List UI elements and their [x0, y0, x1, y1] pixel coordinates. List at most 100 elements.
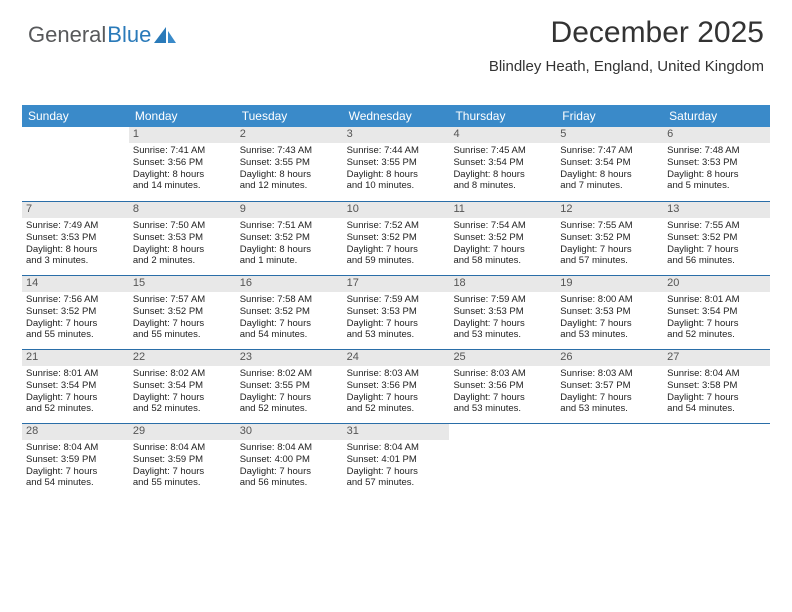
- day-info-line: and 55 minutes.: [133, 329, 232, 341]
- day-info-line: Sunset: 3:52 PM: [453, 232, 552, 244]
- day-number: 17: [343, 276, 450, 292]
- logo-sail-icon: [154, 25, 180, 45]
- day-number: 23: [236, 350, 343, 366]
- day-info-line: and 55 minutes.: [26, 329, 125, 341]
- day-cell: 12Sunrise: 7:55 AMSunset: 3:52 PMDayligh…: [556, 202, 663, 275]
- calendar: Sunday Monday Tuesday Wednesday Thursday…: [22, 105, 770, 497]
- day-number: 10: [343, 202, 450, 218]
- day-info-line: Sunrise: 8:00 AM: [560, 294, 659, 306]
- day-info-line: Daylight: 7 hours: [240, 318, 339, 330]
- day-header-friday: Friday: [556, 105, 663, 127]
- day-info-line: Daylight: 7 hours: [453, 318, 552, 330]
- day-info-line: Sunrise: 8:02 AM: [240, 368, 339, 380]
- day-info-line: and 52 minutes.: [347, 403, 446, 415]
- day-number: 8: [129, 202, 236, 218]
- day-number: 27: [663, 350, 770, 366]
- day-cell: 23Sunrise: 8:02 AMSunset: 3:55 PMDayligh…: [236, 350, 343, 423]
- day-number: 2: [236, 127, 343, 143]
- day-info-line: and 10 minutes.: [347, 180, 446, 192]
- logo: GeneralBlue: [28, 22, 180, 48]
- day-info-line: Sunset: 3:59 PM: [26, 454, 125, 466]
- day-number: 12: [556, 202, 663, 218]
- day-info-line: and 52 minutes.: [667, 329, 766, 341]
- day-info-line: Daylight: 7 hours: [133, 318, 232, 330]
- day-cell: 4Sunrise: 7:45 AMSunset: 3:54 PMDaylight…: [449, 127, 556, 201]
- day-cell: [449, 424, 556, 497]
- day-info-line: Daylight: 7 hours: [240, 466, 339, 478]
- day-info-line: Sunset: 3:53 PM: [453, 306, 552, 318]
- day-info-line: Daylight: 7 hours: [453, 392, 552, 404]
- day-number: 24: [343, 350, 450, 366]
- day-number: 31: [343, 424, 450, 440]
- day-cell: 10Sunrise: 7:52 AMSunset: 3:52 PMDayligh…: [343, 202, 450, 275]
- day-info-line: and 53 minutes.: [347, 329, 446, 341]
- day-info-line: Sunset: 3:52 PM: [240, 306, 339, 318]
- day-cell: 13Sunrise: 7:55 AMSunset: 3:52 PMDayligh…: [663, 202, 770, 275]
- day-info-line: Daylight: 7 hours: [26, 318, 125, 330]
- day-cell: 6Sunrise: 7:48 AMSunset: 3:53 PMDaylight…: [663, 127, 770, 201]
- day-info-line: and 53 minutes.: [453, 329, 552, 341]
- day-info-line: Daylight: 8 hours: [453, 169, 552, 181]
- day-info-line: and 59 minutes.: [347, 255, 446, 267]
- day-info-line: Daylight: 7 hours: [133, 392, 232, 404]
- day-number: 9: [236, 202, 343, 218]
- day-cell: 7Sunrise: 7:49 AMSunset: 3:53 PMDaylight…: [22, 202, 129, 275]
- day-info-line: Sunrise: 7:48 AM: [667, 145, 766, 157]
- day-header-saturday: Saturday: [663, 105, 770, 127]
- day-cell: 2Sunrise: 7:43 AMSunset: 3:55 PMDaylight…: [236, 127, 343, 201]
- day-info-line: Sunrise: 8:03 AM: [560, 368, 659, 380]
- location: Blindley Heath, England, United Kingdom: [489, 58, 764, 75]
- day-info-line: Sunrise: 8:03 AM: [453, 368, 552, 380]
- day-cell: 9Sunrise: 7:51 AMSunset: 3:52 PMDaylight…: [236, 202, 343, 275]
- day-number: 25: [449, 350, 556, 366]
- day-info-line: Sunset: 3:52 PM: [347, 232, 446, 244]
- day-cell: 27Sunrise: 8:04 AMSunset: 3:58 PMDayligh…: [663, 350, 770, 423]
- day-header-sunday: Sunday: [22, 105, 129, 127]
- day-info-line: Daylight: 7 hours: [560, 244, 659, 256]
- day-info-line: Sunrise: 7:58 AM: [240, 294, 339, 306]
- day-info-line: Sunrise: 7:50 AM: [133, 220, 232, 232]
- day-info-line: Sunset: 3:54 PM: [667, 306, 766, 318]
- day-info-line: and 14 minutes.: [133, 180, 232, 192]
- day-number: 7: [22, 202, 129, 218]
- day-cell: 8Sunrise: 7:50 AMSunset: 3:53 PMDaylight…: [129, 202, 236, 275]
- week-row: 28 Sunrise: 8:04 AM Sunset: 3:59 PM Dayligh…: [22, 423, 770, 497]
- day-info-line: Sunrise: 8:04 AM: [347, 442, 446, 454]
- day-cell: [663, 424, 770, 497]
- day-info-line: Sunrise: 7:44 AM: [347, 145, 446, 157]
- day-info-line: Sunset: 3:52 PM: [26, 306, 125, 318]
- day-info-line: Sunset: 3:52 PM: [667, 232, 766, 244]
- day-cell: 14Sunrise: 7:56 AMSunset: 3:52 PMDayligh…: [22, 276, 129, 349]
- day-cell: 5Sunrise: 7:47 AMSunset: 3:54 PMDaylight…: [556, 127, 663, 201]
- day-number: 18: [449, 276, 556, 292]
- day-info-line: Daylight: 8 hours: [133, 169, 232, 181]
- logo-text-gray: General: [28, 22, 106, 48]
- day-info-line: and 3 minutes.: [26, 255, 125, 267]
- day-info-line: Sunrise: 7:59 AM: [453, 294, 552, 306]
- day-info-line: and 52 minutes.: [133, 403, 232, 415]
- day-info-line: and 2 minutes.: [133, 255, 232, 267]
- day-info-line: and 56 minutes.: [240, 477, 339, 489]
- month-title: December 2025: [489, 16, 764, 50]
- day-cell: [556, 424, 663, 497]
- day-info-line: Sunset: 3:53 PM: [347, 306, 446, 318]
- day-info-line: and 58 minutes.: [453, 255, 552, 267]
- day-cell: 11Sunrise: 7:54 AMSunset: 3:52 PMDayligh…: [449, 202, 556, 275]
- day-info-line: and 5 minutes.: [667, 180, 766, 192]
- day-info-line: Daylight: 7 hours: [667, 318, 766, 330]
- day-info-line: Sunset: 3:56 PM: [133, 157, 232, 169]
- day-info-line: and 53 minutes.: [560, 329, 659, 341]
- day-info-line: Daylight: 8 hours: [560, 169, 659, 181]
- day-number: 28: [22, 424, 129, 440]
- day-info-line: and 57 minutes.: [560, 255, 659, 267]
- week-row: 14Sunrise: 7:56 AMSunset: 3:52 PMDayligh…: [22, 275, 770, 349]
- day-info-line: Daylight: 7 hours: [667, 244, 766, 256]
- day-info-line: Sunrise: 8:03 AM: [347, 368, 446, 380]
- day-number: 6: [663, 127, 770, 143]
- day-info-line: Sunset: 3:53 PM: [133, 232, 232, 244]
- day-info-line: Daylight: 7 hours: [560, 392, 659, 404]
- day-info-line: Daylight: 7 hours: [133, 466, 232, 478]
- day-info-line: and 7 minutes.: [560, 180, 659, 192]
- day-cell: 31Sunrise: 8:04 AMSunset: 4:01 PMDayligh…: [343, 424, 450, 497]
- day-info-line: Daylight: 7 hours: [26, 392, 125, 404]
